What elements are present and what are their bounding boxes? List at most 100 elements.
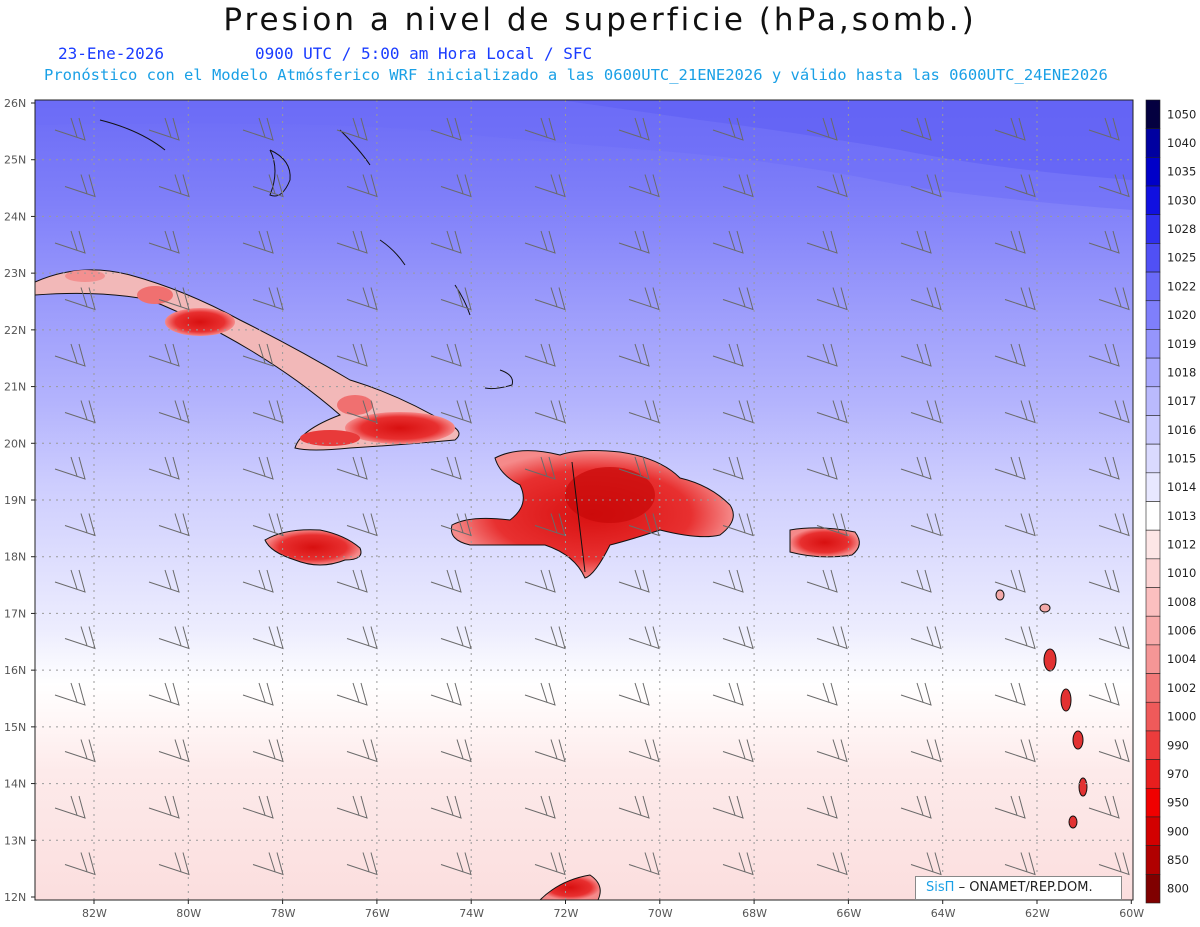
wind-barbs — [54, 117, 1130, 876]
wind-barb — [242, 117, 274, 141]
colorbar-label: 990 — [1167, 738, 1189, 752]
credit-text: – ONAMET/REP.DOM. — [958, 880, 1093, 895]
colorbar-swatch — [1145, 214, 1161, 244]
lon-label: 60W — [1119, 907, 1144, 920]
colorbar-label: 1010 — [1167, 566, 1196, 580]
wind-barb — [346, 739, 378, 763]
lat-label: 24N — [4, 210, 26, 223]
colorbar-label: 1016 — [1167, 423, 1196, 437]
wind-barb — [430, 343, 462, 367]
colorbar-swatch — [1145, 759, 1161, 789]
colorbar-label: 1022 — [1167, 279, 1196, 293]
wind-barb — [64, 626, 96, 650]
lon-label: 68W — [742, 907, 767, 920]
wind-barb — [722, 739, 754, 763]
lat-label: 16N — [4, 664, 26, 677]
wind-barb — [900, 682, 932, 706]
wind-barb — [440, 287, 472, 311]
wind-barb — [910, 626, 942, 650]
wind-barb — [534, 513, 566, 537]
wind-barb — [900, 117, 932, 141]
wind-barb — [994, 343, 1026, 367]
wind-barb — [618, 230, 650, 254]
lat-label: 25N — [4, 154, 26, 167]
wind-barb — [900, 795, 932, 819]
wind-barb — [712, 343, 744, 367]
lat-label: 19N — [4, 494, 26, 507]
wind-barb — [1088, 230, 1120, 254]
wind-barb — [430, 795, 462, 819]
wind-barb — [534, 287, 566, 311]
wind-barb — [722, 513, 754, 537]
colorbar-label: 1013 — [1167, 509, 1196, 523]
wind-barb — [158, 287, 190, 311]
wind-barb — [806, 343, 838, 367]
colorbar-label: 1050 — [1167, 107, 1196, 121]
wind-barb — [816, 626, 848, 650]
lon-label: 80W — [176, 907, 201, 920]
wind-barb — [54, 795, 86, 819]
graticule — [35, 100, 1133, 900]
wind-barb — [64, 852, 96, 876]
wind-barb — [806, 682, 838, 706]
wind-barb — [242, 795, 274, 819]
wind-barb — [430, 569, 462, 593]
wind-barb — [1098, 174, 1130, 198]
wind-barb — [994, 117, 1026, 141]
colorbar-swatch — [1145, 300, 1161, 330]
wind-barb — [1004, 739, 1036, 763]
wind-barb — [534, 739, 566, 763]
wind-barb — [722, 400, 754, 424]
wind-barb — [910, 174, 942, 198]
wind-barb — [994, 569, 1026, 593]
colorbar-label: 1006 — [1167, 624, 1196, 638]
wind-barb — [158, 174, 190, 198]
wind-barb — [524, 230, 556, 254]
colorbar-label: 900 — [1167, 824, 1189, 838]
lat-label: 12N — [4, 891, 26, 904]
wind-barb — [1088, 795, 1120, 819]
wind-barb — [1088, 456, 1120, 480]
wind-barb — [54, 230, 86, 254]
wind-barb — [534, 852, 566, 876]
colorbar-label: 1012 — [1167, 538, 1196, 552]
lon-label: 62W — [1025, 907, 1050, 920]
lat-label: 13N — [4, 834, 26, 847]
wind-barb — [158, 852, 190, 876]
wind-barb — [722, 626, 754, 650]
wind-barb — [440, 852, 472, 876]
wind-barb — [712, 230, 744, 254]
wind-barb — [628, 287, 660, 311]
wind-barb — [722, 852, 754, 876]
wind-barb — [252, 400, 284, 424]
credit-brand: SisΠ — [926, 880, 955, 895]
wind-barb — [430, 117, 462, 141]
forecast-date: 23-Ene-2026 — [58, 44, 164, 63]
colorbar-swatch — [1145, 673, 1161, 703]
wind-barb — [628, 513, 660, 537]
colorbar-swatch — [1145, 329, 1161, 359]
wind-barb — [628, 626, 660, 650]
wind-barb — [534, 174, 566, 198]
wind-barb — [148, 230, 180, 254]
wind-barb — [816, 400, 848, 424]
lon-label: 76W — [365, 907, 390, 920]
wind-barb — [712, 795, 744, 819]
colorbar-swatch — [1145, 701, 1161, 732]
wind-barb — [524, 117, 556, 141]
wind-barb — [64, 739, 96, 763]
wind-barb — [64, 287, 96, 311]
wind-barb — [252, 174, 284, 198]
colorbar-label: 1040 — [1167, 136, 1196, 150]
wind-barb — [54, 569, 86, 593]
colorbar-swatch — [1145, 501, 1161, 531]
colorbar-label: 1002 — [1167, 681, 1196, 695]
credit-box: SisΠ – ONAMET/REP.DOM. — [915, 876, 1122, 900]
colorbar-label: 950 — [1167, 796, 1189, 810]
wind-barb — [628, 852, 660, 876]
colorbar-label: 1015 — [1167, 451, 1196, 465]
colorbar-label: 1014 — [1167, 480, 1196, 494]
wind-barb — [900, 343, 932, 367]
wind-barb — [628, 400, 660, 424]
colorbar: 1050 1040 1035 1030 1028 1025 1022 1020 1019 1018… — [1145, 99, 1196, 904]
